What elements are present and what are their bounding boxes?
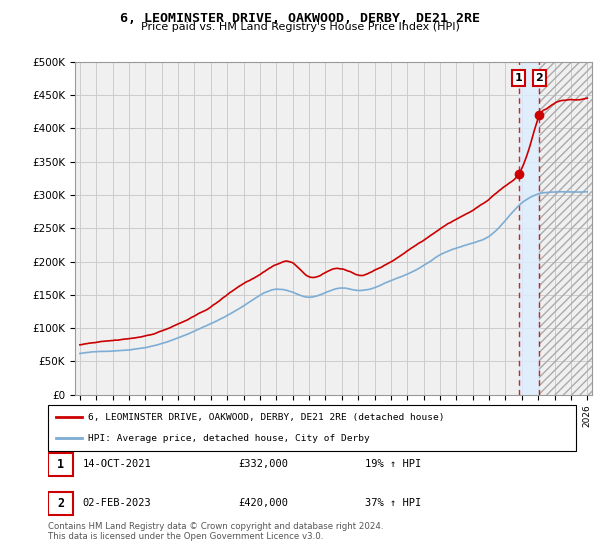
Bar [539,62,592,395]
Text: Contains HM Land Registry data © Crown copyright and database right 2024.
This d: Contains HM Land Registry data © Crown c… [48,522,383,542]
Text: 2: 2 [57,497,64,510]
Text: 37% ↑ HPI: 37% ↑ HPI [365,498,421,508]
Text: HPI: Average price, detached house, City of Derby: HPI: Average price, detached house, City… [88,434,370,443]
Text: 1: 1 [515,73,523,83]
FancyBboxPatch shape [48,405,576,451]
Text: Price paid vs. HM Land Registry's House Price Index (HPI): Price paid vs. HM Land Registry's House … [140,22,460,32]
Text: 19% ↑ HPI: 19% ↑ HPI [365,459,421,469]
Text: 1: 1 [57,458,64,471]
Text: 6, LEOMINSTER DRIVE, OAKWOOD, DERBY, DE21 2RE (detached house): 6, LEOMINSTER DRIVE, OAKWOOD, DERBY, DE2… [88,413,444,422]
Text: £420,000: £420,000 [238,498,288,508]
FancyBboxPatch shape [48,452,73,476]
Text: 6, LEOMINSTER DRIVE, OAKWOOD, DERBY, DE21 2RE: 6, LEOMINSTER DRIVE, OAKWOOD, DERBY, DE2… [120,12,480,25]
FancyBboxPatch shape [48,492,73,515]
Text: £332,000: £332,000 [238,459,288,469]
Text: 2: 2 [536,73,544,83]
Bar [539,62,592,395]
Text: 02-FEB-2023: 02-FEB-2023 [82,498,151,508]
Bar [518,62,539,395]
Text: 14-OCT-2021: 14-OCT-2021 [82,459,151,469]
